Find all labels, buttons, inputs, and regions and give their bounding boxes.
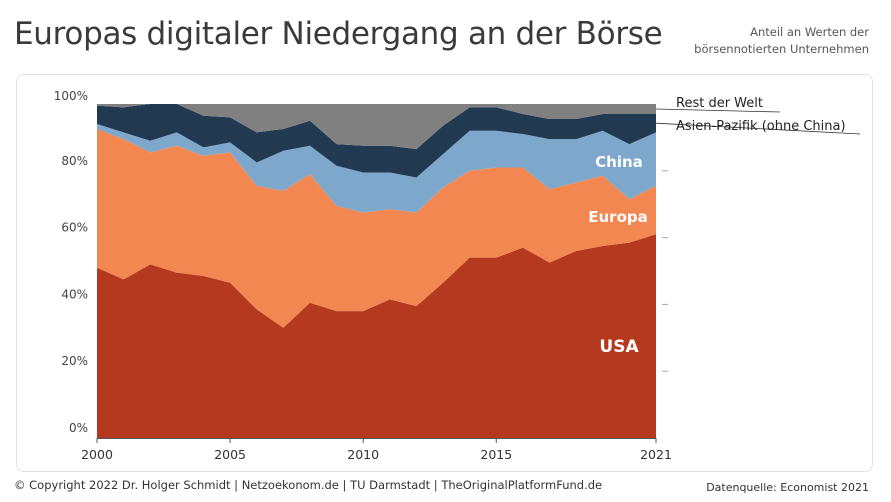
- chart-frame: [16, 74, 873, 472]
- y-tick-label: 60%: [61, 221, 88, 235]
- x-tick-label: 2021: [640, 447, 672, 462]
- area-europa: [97, 129, 656, 328]
- x-tick-label: 2015: [480, 447, 512, 462]
- label-china: China: [595, 153, 643, 171]
- area-rest-der-welt: [97, 104, 656, 150]
- copyright-note: © Copyright 2022 Dr. Holger Schmidt | Ne…: [14, 478, 603, 492]
- y-tick-label: 100%: [54, 89, 88, 103]
- label-europa: Europa: [588, 208, 648, 226]
- area-asien-pazifik-ohne-china: [97, 104, 656, 178]
- x-tick-label: 2010: [347, 447, 379, 462]
- y-tick-label: 40%: [61, 287, 88, 301]
- x-tick-label: 2005: [214, 447, 246, 462]
- subtitle-line-2: börsennotierten Unternehmen: [694, 42, 869, 56]
- leader-line-rest: [655, 108, 781, 113]
- chart-title: Europas digitaler Niedergang an der Börs…: [14, 16, 663, 52]
- label-asien-pazifik: Asien-Pazifik (ohne China): [676, 119, 846, 134]
- x-tick-label: 2000: [81, 447, 113, 462]
- label-rest-der-welt: Rest der Welt: [676, 96, 763, 111]
- leader-line-asien: [655, 122, 861, 135]
- area-usa: [97, 234, 656, 438]
- chart-subtitle: Anteil an Werten der börsennotierten Unt…: [609, 24, 869, 58]
- y-tick-label: 0%: [69, 421, 88, 435]
- data-source-note: Datenquelle: Economist 2021: [706, 481, 869, 494]
- subtitle-line-1: Anteil an Werten der: [750, 25, 869, 39]
- y-tick-label: 80%: [61, 154, 88, 168]
- area-china: [97, 124, 656, 213]
- label-usa: USA: [599, 337, 639, 357]
- y-tick-label: 20%: [61, 354, 88, 368]
